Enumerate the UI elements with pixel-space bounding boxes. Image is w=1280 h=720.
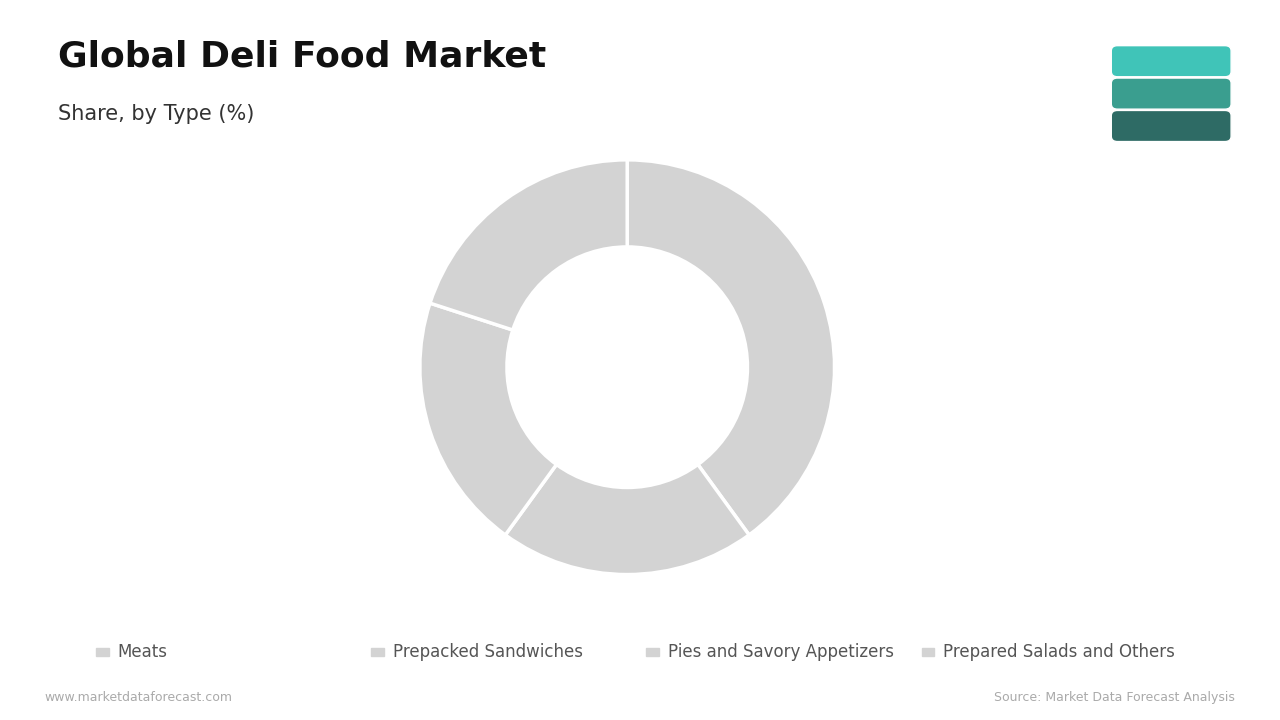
Wedge shape bbox=[627, 160, 835, 535]
Text: Pies and Savory Appetizers: Pies and Savory Appetizers bbox=[668, 642, 895, 661]
Text: Meats: Meats bbox=[118, 642, 168, 661]
Text: Prepacked Sandwiches: Prepacked Sandwiches bbox=[393, 642, 582, 661]
Text: Source: Market Data Forecast Analysis: Source: Market Data Forecast Analysis bbox=[995, 691, 1235, 704]
Text: Global Deli Food Market: Global Deli Food Market bbox=[58, 40, 545, 73]
Wedge shape bbox=[420, 303, 557, 535]
FancyBboxPatch shape bbox=[1111, 45, 1231, 77]
Text: Share, by Type (%): Share, by Type (%) bbox=[58, 104, 253, 125]
Wedge shape bbox=[506, 464, 749, 575]
FancyBboxPatch shape bbox=[1111, 78, 1231, 109]
FancyBboxPatch shape bbox=[1111, 110, 1231, 142]
Wedge shape bbox=[430, 160, 627, 330]
Text: www.marketdataforecast.com: www.marketdataforecast.com bbox=[45, 691, 233, 704]
Text: Prepared Salads and Others: Prepared Salads and Others bbox=[943, 642, 1175, 661]
